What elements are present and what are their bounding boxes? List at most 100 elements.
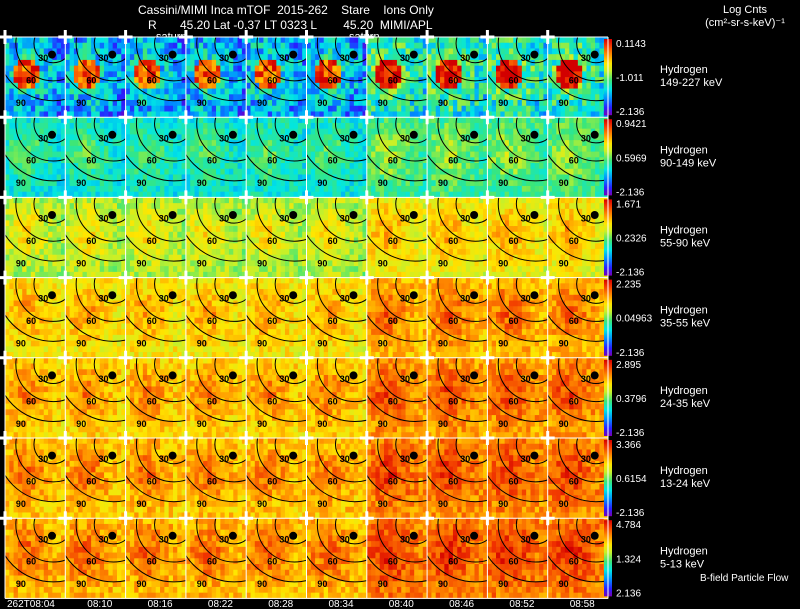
pixel xyxy=(78,54,83,61)
pixel xyxy=(177,191,182,198)
pixel xyxy=(586,54,592,61)
pixel xyxy=(582,37,587,44)
pixel xyxy=(228,37,234,44)
pixel xyxy=(409,145,415,152)
contour-label: 30 xyxy=(159,133,169,143)
pixel xyxy=(470,88,475,95)
pixel xyxy=(142,191,148,198)
pixel xyxy=(207,260,213,267)
pixel xyxy=(78,220,83,227)
pixel xyxy=(5,42,10,49)
pixel xyxy=(181,65,187,72)
pixel xyxy=(207,37,213,44)
pixel xyxy=(86,254,92,261)
pixel xyxy=(224,100,230,107)
pixel xyxy=(319,117,325,124)
pixel xyxy=(276,71,282,78)
pixel xyxy=(164,214,170,221)
pixel xyxy=(496,48,501,55)
pixel xyxy=(577,77,583,84)
pixel xyxy=(349,37,355,44)
pixel xyxy=(151,180,157,187)
pixel xyxy=(112,243,118,250)
pixel xyxy=(99,65,105,72)
pixel xyxy=(250,220,256,227)
pixel xyxy=(91,65,96,72)
pixel xyxy=(194,111,200,118)
pixel xyxy=(86,243,92,250)
pixel xyxy=(43,94,49,101)
pixel xyxy=(60,248,66,256)
pixel xyxy=(302,54,307,61)
pixel xyxy=(332,185,338,193)
pixel xyxy=(366,42,372,49)
pixel xyxy=(431,140,437,147)
pixel xyxy=(263,208,269,215)
pixel xyxy=(323,134,329,141)
pixel xyxy=(254,77,260,84)
pixel xyxy=(336,71,342,78)
pixel xyxy=(39,185,45,193)
pixel xyxy=(177,151,182,158)
pixel xyxy=(86,168,92,175)
pixel xyxy=(48,122,53,130)
pixel xyxy=(73,48,79,55)
pixel xyxy=(22,231,27,238)
pixel xyxy=(168,191,174,198)
pixel xyxy=(5,134,10,141)
pixel xyxy=(224,163,230,170)
pixel xyxy=(457,111,462,118)
pixel xyxy=(521,145,527,152)
pixel xyxy=(142,243,148,250)
pixel xyxy=(65,163,71,170)
pixel xyxy=(328,163,333,170)
pixel xyxy=(164,185,170,193)
pixel xyxy=(82,37,88,44)
pixel xyxy=(52,48,58,55)
pixel xyxy=(336,140,342,147)
pixel xyxy=(340,111,346,118)
pixel xyxy=(526,65,531,72)
pixel xyxy=(250,37,256,44)
pixel xyxy=(121,157,126,164)
pixel xyxy=(448,145,454,152)
pixel xyxy=(470,71,475,78)
pixel xyxy=(315,94,320,101)
pixel xyxy=(409,163,415,170)
pixel xyxy=(112,88,118,95)
pixel xyxy=(17,117,23,124)
pixel xyxy=(198,151,204,158)
pixel xyxy=(125,140,131,147)
pixel xyxy=(168,254,174,261)
pixel xyxy=(211,185,217,193)
pixel xyxy=(508,191,514,198)
pixel xyxy=(65,88,71,95)
pixel xyxy=(228,145,234,152)
pixel xyxy=(69,111,75,118)
pixel xyxy=(284,134,290,141)
pixel xyxy=(254,260,260,267)
pixel xyxy=(452,185,458,193)
pixel xyxy=(86,231,92,238)
pixel xyxy=(56,260,62,267)
pixel xyxy=(263,185,269,193)
pixel xyxy=(315,140,320,147)
pixel xyxy=(233,226,238,233)
pixel xyxy=(95,42,101,49)
pixel xyxy=(418,191,424,198)
pixel xyxy=(250,243,256,250)
pixel xyxy=(396,191,402,198)
pixel xyxy=(108,185,114,193)
pixel xyxy=(164,37,170,44)
pixel xyxy=(164,174,170,181)
pixel xyxy=(203,54,208,61)
pixel xyxy=(457,105,462,112)
pixel xyxy=(345,111,350,118)
pixel xyxy=(388,128,394,135)
pixel xyxy=(586,191,592,198)
pixel xyxy=(552,140,557,147)
pixel xyxy=(233,151,238,158)
pixel xyxy=(13,191,19,198)
pixel xyxy=(353,82,359,89)
pixel xyxy=(104,163,109,170)
